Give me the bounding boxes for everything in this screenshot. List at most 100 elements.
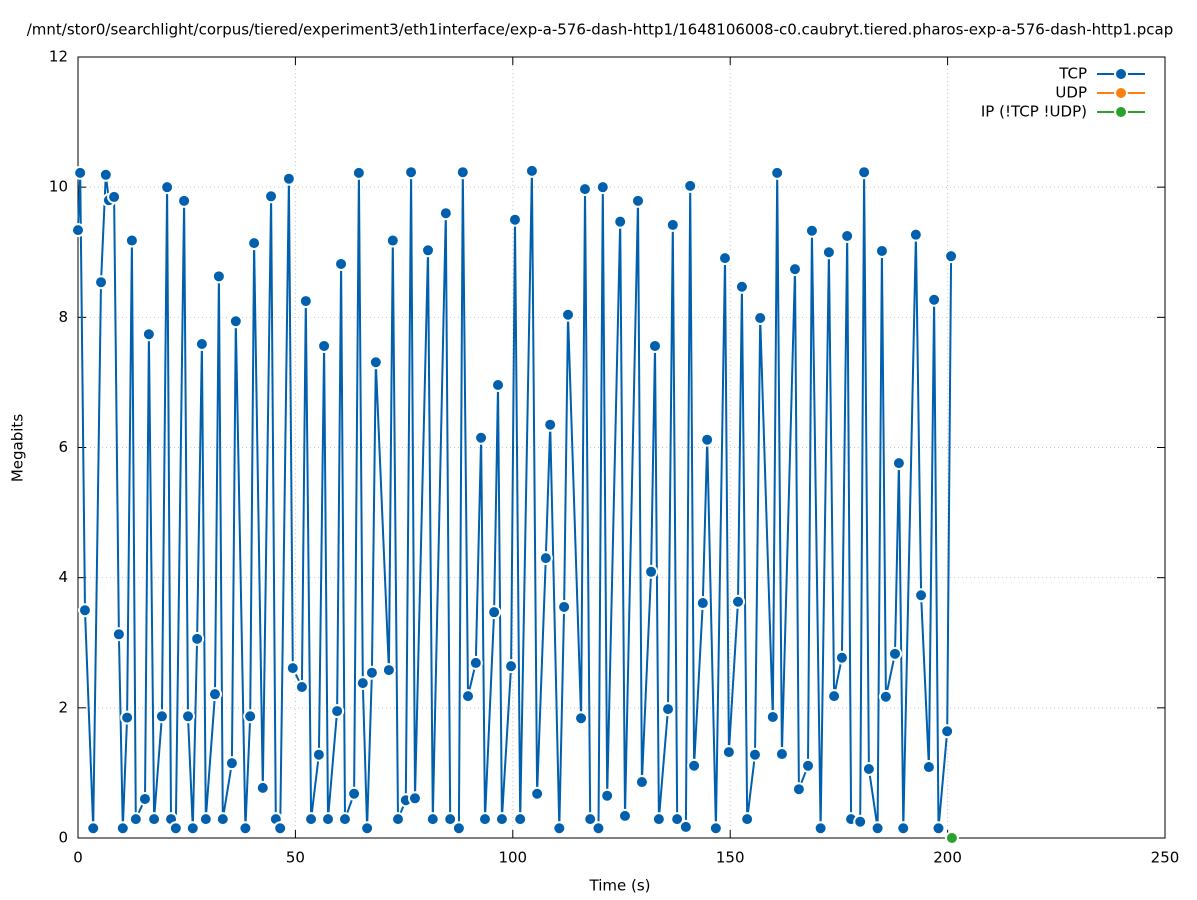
- x-axis-label: Time (s): [589, 877, 651, 895]
- y-tick-label: 0: [58, 829, 68, 847]
- data-point: [115, 821, 130, 836]
- data-point: [891, 456, 906, 471]
- data-point: [215, 812, 230, 827]
- data-point: [678, 819, 693, 834]
- data-point: [834, 650, 849, 665]
- data-point: [404, 165, 419, 180]
- y-tick-label: 6: [58, 438, 68, 456]
- data-point: [513, 812, 528, 827]
- data-point: [385, 233, 400, 248]
- y-tick-label: 10: [49, 178, 68, 196]
- data-point: [874, 243, 889, 258]
- data-point: [914, 588, 929, 603]
- data-point: [740, 812, 755, 827]
- x-tick-label: 50: [286, 849, 305, 867]
- data-point: [124, 233, 139, 248]
- data-point: [931, 821, 946, 836]
- data-point: [487, 605, 502, 620]
- data-point: [491, 378, 506, 393]
- data-point: [870, 821, 885, 836]
- data-point: [311, 747, 326, 762]
- data-point: [878, 689, 893, 704]
- data-point: [651, 812, 666, 827]
- data-point: [561, 307, 576, 322]
- data-point: [944, 249, 959, 264]
- data-point: [717, 251, 732, 266]
- y-tick-label: 4: [58, 568, 68, 586]
- data-point: [211, 269, 226, 284]
- data-point: [474, 430, 489, 445]
- data-point: [770, 165, 785, 180]
- data-point: [207, 687, 222, 702]
- data-point: [321, 812, 336, 827]
- data-point: [944, 831, 959, 845]
- data-point: [591, 821, 606, 836]
- data-point: [574, 711, 589, 726]
- data-point: [247, 236, 262, 251]
- data-point: [168, 821, 183, 836]
- data-point: [787, 262, 802, 277]
- data-point: [455, 165, 470, 180]
- data-point: [317, 338, 332, 353]
- x-tick-label: 200: [933, 849, 962, 867]
- data-point: [665, 217, 680, 232]
- data-point: [927, 292, 942, 307]
- data-point: [921, 760, 936, 775]
- data-point: [451, 821, 466, 836]
- data-point: [120, 710, 135, 725]
- legend-marker: [1114, 86, 1128, 100]
- data-point: [294, 680, 309, 695]
- data-point: [813, 821, 828, 836]
- data-point: [438, 206, 453, 221]
- data-point: [644, 564, 659, 579]
- y-axis-label: Megabits: [9, 414, 27, 482]
- data-point: [840, 228, 855, 243]
- data-point: [583, 812, 598, 827]
- data-point: [177, 193, 192, 208]
- data-point: [461, 689, 476, 704]
- data-point: [774, 747, 789, 762]
- data-point: [804, 223, 819, 238]
- data-point: [190, 631, 205, 646]
- data-point: [391, 812, 406, 827]
- data-point: [530, 786, 545, 801]
- data-point: [504, 659, 519, 674]
- data-point: [347, 786, 362, 801]
- data-point: [468, 655, 483, 670]
- data-point: [281, 171, 296, 186]
- data-point: [721, 745, 736, 760]
- data-point: [364, 665, 379, 680]
- data-point: [683, 178, 698, 193]
- data-point: [368, 355, 383, 370]
- data-point: [407, 791, 422, 806]
- data-point: [940, 724, 955, 739]
- x-tick-label: 150: [716, 849, 745, 867]
- data-point: [552, 821, 567, 836]
- legend-marker: [1114, 67, 1128, 81]
- legend-marker: [1114, 105, 1128, 119]
- data-point: [543, 417, 558, 432]
- data-point: [634, 775, 649, 790]
- data-point: [857, 165, 872, 180]
- data-point: [507, 212, 522, 227]
- data-point: [77, 603, 92, 618]
- data-point: [285, 661, 300, 676]
- data-point: [381, 663, 396, 678]
- data-point: [228, 314, 243, 329]
- data-point: [337, 812, 352, 827]
- y-tick-label: 12: [49, 48, 68, 66]
- data-point: [494, 812, 509, 827]
- data-point: [631, 193, 646, 208]
- data-point: [791, 782, 806, 797]
- data-point: [107, 189, 122, 204]
- data-point: [304, 812, 319, 827]
- data-point: [747, 747, 762, 762]
- data-point: [801, 758, 816, 773]
- data-point: [661, 702, 676, 717]
- data-point: [821, 245, 836, 260]
- data-point: [243, 709, 258, 724]
- data-point: [613, 214, 628, 229]
- data-point: [700, 432, 715, 447]
- data-point: [538, 551, 553, 566]
- data-point: [128, 812, 143, 827]
